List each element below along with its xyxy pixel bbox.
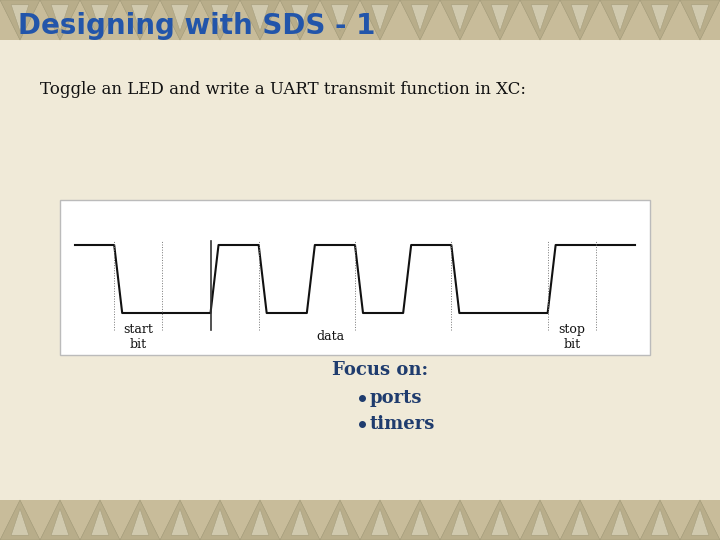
Polygon shape bbox=[91, 509, 109, 535]
Text: Designing with SDS - 1: Designing with SDS - 1 bbox=[18, 12, 375, 40]
Polygon shape bbox=[520, 0, 560, 40]
Polygon shape bbox=[12, 509, 29, 535]
Text: timers: timers bbox=[370, 415, 436, 433]
Polygon shape bbox=[611, 5, 629, 31]
Polygon shape bbox=[12, 5, 29, 31]
Polygon shape bbox=[520, 500, 560, 540]
Polygon shape bbox=[331, 5, 348, 31]
Polygon shape bbox=[160, 0, 200, 40]
Polygon shape bbox=[491, 509, 509, 535]
Polygon shape bbox=[171, 5, 189, 31]
Polygon shape bbox=[491, 5, 509, 31]
Polygon shape bbox=[680, 500, 720, 540]
Polygon shape bbox=[400, 0, 440, 40]
Polygon shape bbox=[691, 5, 708, 31]
Polygon shape bbox=[600, 0, 640, 40]
Polygon shape bbox=[571, 509, 589, 535]
Polygon shape bbox=[200, 500, 240, 540]
Polygon shape bbox=[160, 500, 200, 540]
FancyBboxPatch shape bbox=[0, 0, 720, 40]
Polygon shape bbox=[200, 0, 240, 40]
Polygon shape bbox=[280, 500, 320, 540]
Polygon shape bbox=[120, 500, 160, 540]
Polygon shape bbox=[360, 500, 400, 540]
Polygon shape bbox=[480, 500, 520, 540]
Text: start
bit: start bit bbox=[123, 323, 153, 351]
Polygon shape bbox=[680, 0, 720, 40]
Polygon shape bbox=[251, 5, 269, 31]
Polygon shape bbox=[291, 5, 309, 31]
Text: data: data bbox=[317, 330, 345, 343]
Polygon shape bbox=[372, 509, 389, 535]
Polygon shape bbox=[51, 5, 69, 31]
Polygon shape bbox=[240, 500, 280, 540]
Polygon shape bbox=[360, 0, 400, 40]
Polygon shape bbox=[411, 5, 429, 31]
Text: ports: ports bbox=[370, 389, 423, 407]
FancyBboxPatch shape bbox=[60, 200, 650, 355]
Polygon shape bbox=[560, 500, 600, 540]
Polygon shape bbox=[291, 509, 309, 535]
Polygon shape bbox=[80, 500, 120, 540]
Polygon shape bbox=[440, 0, 480, 40]
Text: Toggle an LED and write a UART transmit function in XC:: Toggle an LED and write a UART transmit … bbox=[40, 82, 526, 98]
Polygon shape bbox=[131, 5, 149, 31]
Polygon shape bbox=[251, 509, 269, 535]
Polygon shape bbox=[80, 0, 120, 40]
Polygon shape bbox=[600, 500, 640, 540]
Polygon shape bbox=[211, 509, 229, 535]
Polygon shape bbox=[440, 500, 480, 540]
Polygon shape bbox=[560, 0, 600, 40]
Polygon shape bbox=[640, 500, 680, 540]
Text: stop
bit: stop bit bbox=[558, 323, 585, 351]
Polygon shape bbox=[531, 5, 549, 31]
Polygon shape bbox=[131, 509, 149, 535]
Polygon shape bbox=[0, 0, 40, 40]
Polygon shape bbox=[480, 0, 520, 40]
Polygon shape bbox=[51, 509, 69, 535]
Polygon shape bbox=[400, 500, 440, 540]
Polygon shape bbox=[451, 509, 469, 535]
Polygon shape bbox=[651, 509, 669, 535]
Polygon shape bbox=[691, 509, 708, 535]
Polygon shape bbox=[120, 0, 160, 40]
Polygon shape bbox=[571, 5, 589, 31]
Polygon shape bbox=[640, 0, 680, 40]
Polygon shape bbox=[611, 509, 629, 535]
Text: Focus on:: Focus on: bbox=[332, 361, 428, 379]
Polygon shape bbox=[40, 0, 80, 40]
Polygon shape bbox=[40, 500, 80, 540]
FancyBboxPatch shape bbox=[0, 500, 720, 540]
Polygon shape bbox=[411, 509, 429, 535]
Polygon shape bbox=[651, 5, 669, 31]
Polygon shape bbox=[451, 5, 469, 31]
Polygon shape bbox=[320, 0, 360, 40]
Polygon shape bbox=[171, 509, 189, 535]
Polygon shape bbox=[372, 5, 389, 31]
Polygon shape bbox=[531, 509, 549, 535]
Polygon shape bbox=[0, 500, 40, 540]
Polygon shape bbox=[280, 0, 320, 40]
Polygon shape bbox=[211, 5, 229, 31]
Polygon shape bbox=[331, 509, 348, 535]
Polygon shape bbox=[240, 0, 280, 40]
Polygon shape bbox=[320, 500, 360, 540]
Polygon shape bbox=[91, 5, 109, 31]
